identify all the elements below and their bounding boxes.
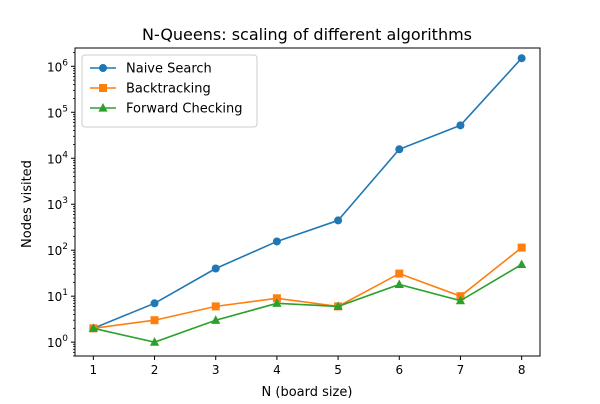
x-tick-label: 6 [395, 363, 403, 377]
y-tick-label: 106 [47, 58, 68, 74]
data-point [272, 237, 281, 246]
plot-area [88, 54, 527, 346]
series-line-1 [93, 57, 523, 330]
x-tick-label: 7 [457, 363, 465, 377]
data-point [395, 145, 404, 154]
data-point [395, 269, 404, 278]
x-tick-label: 2 [151, 363, 159, 377]
legend-label: Backtracking [126, 82, 211, 97]
y-tick-label: 100 [47, 334, 68, 350]
data-point [88, 323, 98, 332]
x-axis-label: N (board size) [262, 385, 353, 400]
data-point [149, 337, 160, 346]
data-point [272, 294, 281, 303]
y-tick-label: 102 [47, 242, 68, 258]
data-point [333, 301, 343, 310]
data-point [150, 299, 159, 308]
series-line-2 [93, 246, 523, 330]
data-point [211, 315, 221, 324]
data-point [150, 316, 159, 325]
data-point [334, 216, 343, 225]
legend-marker [99, 84, 107, 92]
axis-ticks: 1 2 3 4 5 6 7 8 100 101 102 103 104 105 106 [47, 52, 525, 377]
data-point [455, 295, 466, 305]
x-tick-label: 5 [334, 363, 342, 377]
data-point [456, 121, 465, 130]
data-point [211, 302, 220, 311]
x-tick-label: 8 [518, 363, 526, 377]
y-tick-label: 105 [47, 104, 68, 120]
data-point [211, 264, 220, 273]
x-tick-label: 3 [212, 363, 220, 377]
axes-frame [74, 47, 541, 357]
legend-marker [99, 64, 107, 72]
x-tick-label: 4 [273, 363, 281, 377]
series-line-3 [93, 263, 523, 343]
y-tick-label: 104 [47, 150, 68, 166]
legend-label: Naive Search [126, 62, 212, 77]
y-tick-label: 101 [47, 288, 68, 304]
legend-label: Forward Checking [126, 102, 243, 117]
data-point [517, 259, 527, 269]
data-point [517, 243, 526, 252]
x-tick-label: 1 [90, 363, 98, 377]
data-point [394, 279, 404, 289]
data-point [272, 298, 282, 307]
legend-marker [98, 103, 108, 112]
data-point [517, 54, 526, 63]
y-tick-label: 103 [47, 196, 68, 212]
y-axis-label: Nodes visited [20, 160, 35, 248]
legend-box [81, 54, 258, 128]
legend: Naive Search Backtracking Forward Checking [81, 54, 258, 128]
chart-title: N-Queens: scaling of different algorithm… [142, 25, 472, 44]
